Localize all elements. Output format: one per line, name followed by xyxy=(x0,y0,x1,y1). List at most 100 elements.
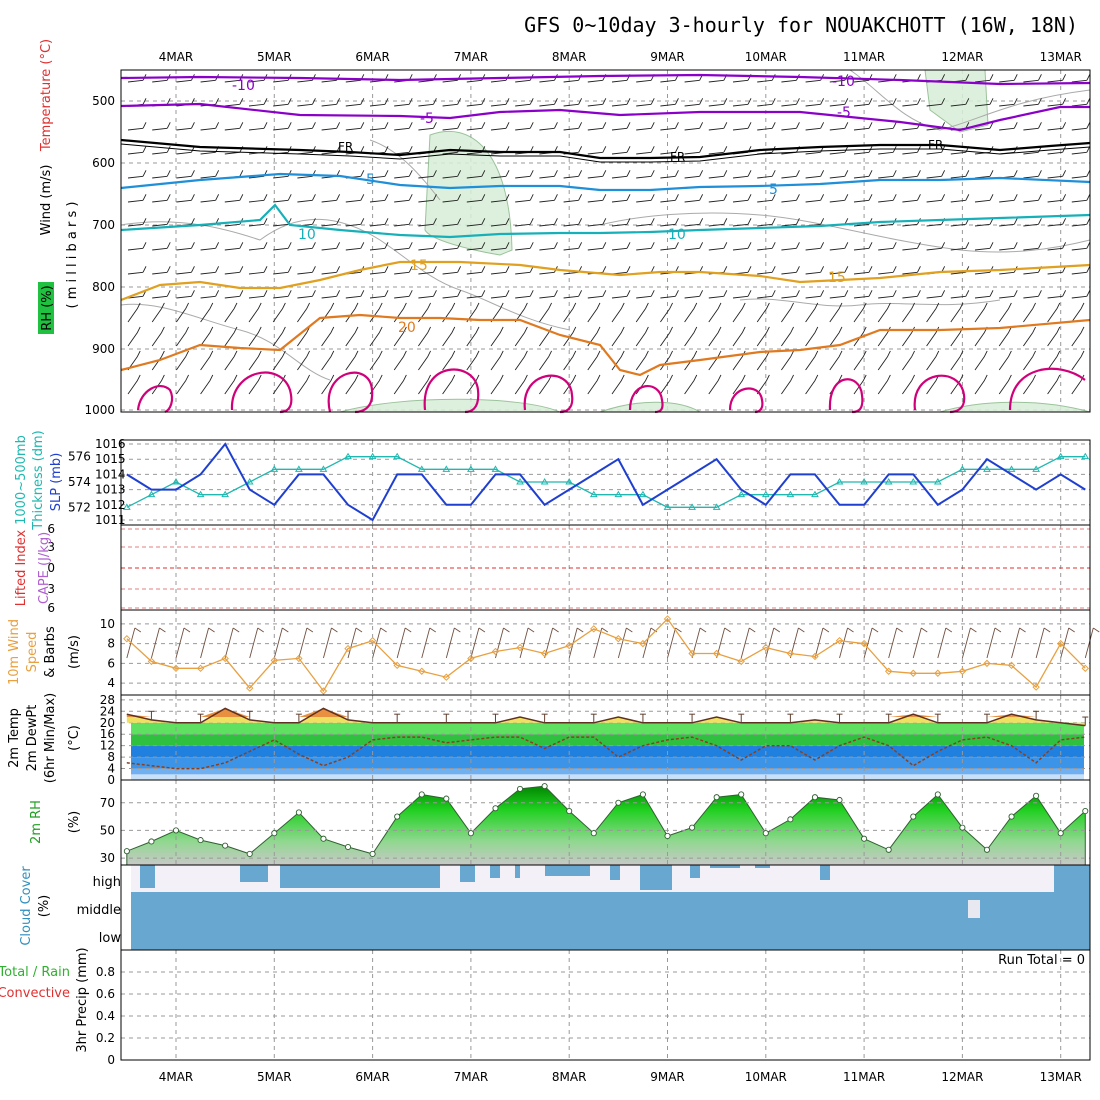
wind-barb xyxy=(902,356,912,371)
wind-barb-feather xyxy=(1013,290,1018,297)
wind-barb-feather xyxy=(1080,302,1085,310)
wind10m-barb-feather xyxy=(748,627,756,633)
wind-barb xyxy=(176,199,192,203)
wind-barb xyxy=(757,295,773,299)
wind-barb-feather xyxy=(402,350,407,358)
wind-barb-feather xyxy=(215,266,220,273)
wind-barb xyxy=(539,127,555,131)
wind-barb-feather xyxy=(312,266,316,273)
wind-barb xyxy=(369,103,386,107)
wind10m-barb-feather xyxy=(822,627,830,633)
wind-barb-feather xyxy=(838,326,843,334)
wind10m-point xyxy=(196,664,205,673)
wind-barb-feather xyxy=(408,266,413,273)
wind-barb xyxy=(321,223,337,227)
wind-barb-feather xyxy=(306,374,310,382)
wind-barb-feather xyxy=(892,170,897,177)
wind10m-barb xyxy=(347,627,357,659)
wind-barb xyxy=(781,295,797,299)
wind-barb-feather xyxy=(578,146,583,153)
wind-barb-feather xyxy=(820,122,825,129)
wind-barb xyxy=(708,295,724,299)
cloud-block xyxy=(690,865,700,878)
wind-barb-feather xyxy=(771,290,776,297)
wind-barb xyxy=(708,356,719,371)
wind-barb-feather xyxy=(626,266,631,273)
wind-barb xyxy=(394,295,410,299)
wind-barb-feather xyxy=(378,302,383,310)
wind-barb-feather xyxy=(699,290,704,297)
wind-barb xyxy=(490,223,507,227)
wind-barb-feather xyxy=(838,350,843,358)
label-plus15-b: 15 xyxy=(828,270,846,286)
wind-barb-feather xyxy=(408,194,413,201)
wind-barb xyxy=(563,127,579,131)
wind-barb xyxy=(902,308,912,323)
contour-plus5 xyxy=(120,172,1091,192)
wind-barb-feather xyxy=(844,146,849,153)
wind-barb xyxy=(127,175,144,179)
wind-barb-feather xyxy=(330,326,335,334)
wind-barb xyxy=(611,356,622,371)
ytick-upper: 1000 xyxy=(84,403,115,417)
temp2m-area-warm xyxy=(126,708,1086,718)
label-plus5-a: 5 xyxy=(366,172,375,188)
ylabel-cape: CAPE (J/kg) xyxy=(37,532,52,604)
wind-barb xyxy=(926,175,942,179)
wind-barb-feather xyxy=(433,98,437,105)
wind-barb-feather xyxy=(554,218,558,225)
wind-barb-feather xyxy=(457,170,462,177)
wind-barb xyxy=(660,199,676,203)
wind-barb xyxy=(539,295,555,299)
wind-barb-feather xyxy=(1062,170,1067,177)
wind-barb-feather xyxy=(529,218,534,225)
wind10m-barb-feather xyxy=(1043,627,1051,633)
wind10m-point xyxy=(491,647,500,656)
wind-barb-feather xyxy=(263,194,268,201)
thickness-point xyxy=(393,452,402,460)
wind-barb-feather xyxy=(336,194,341,201)
rh2m-point xyxy=(787,816,794,823)
wind-barb-feather xyxy=(1056,302,1061,310)
label-plus10-a: 10 xyxy=(298,227,316,243)
wind-barb xyxy=(732,308,743,323)
label-minus5-a: -5 xyxy=(420,111,434,127)
wind-barb-feather xyxy=(650,122,655,129)
wind-barb-feather xyxy=(475,350,480,358)
wind-barb-feather xyxy=(838,374,843,382)
wind-barb xyxy=(611,223,628,227)
wind-barb xyxy=(297,356,307,371)
wind-barb xyxy=(176,380,186,395)
wind-barb xyxy=(805,332,816,347)
wind-barb xyxy=(1071,295,1087,299)
wind-barb-feather xyxy=(620,350,625,358)
wind-barb-feather xyxy=(644,374,649,382)
top-date-labels: 4MAR 5MAR 6MAR 7MAR 8MAR 9MAR 10MAR 11MAR 12MAR 1… xyxy=(159,50,1082,64)
wind-barb xyxy=(539,308,549,323)
wind-barb-feather xyxy=(868,242,873,249)
wind-barb xyxy=(563,356,574,371)
wind-barb xyxy=(902,295,918,299)
wind-barb xyxy=(539,247,555,251)
wind-barb-feather xyxy=(602,170,607,177)
date-label-bottom: 10MAR xyxy=(745,1070,787,1084)
wind-barb xyxy=(224,223,240,227)
wind10m-barb-feather xyxy=(183,627,191,633)
wind10m-barb xyxy=(298,627,308,659)
wind-barb xyxy=(708,175,724,179)
wind-barb xyxy=(1071,199,1087,203)
wind-barb-feather xyxy=(669,326,673,334)
wind-barb xyxy=(152,79,168,83)
wind-barb-feather xyxy=(917,266,921,273)
wind-barb xyxy=(321,103,337,107)
wind-barb-feather xyxy=(596,374,601,382)
wind-barb-feather xyxy=(723,266,728,273)
wind-barb xyxy=(684,332,695,347)
wind10m-barb-feather xyxy=(331,627,338,633)
wind-barb xyxy=(1023,247,1039,251)
rh2m-point xyxy=(713,794,720,801)
wind-barb xyxy=(708,223,724,227)
wind-barb-feather xyxy=(989,98,994,105)
rh2m-point xyxy=(738,791,745,798)
wind-barb xyxy=(224,380,235,395)
